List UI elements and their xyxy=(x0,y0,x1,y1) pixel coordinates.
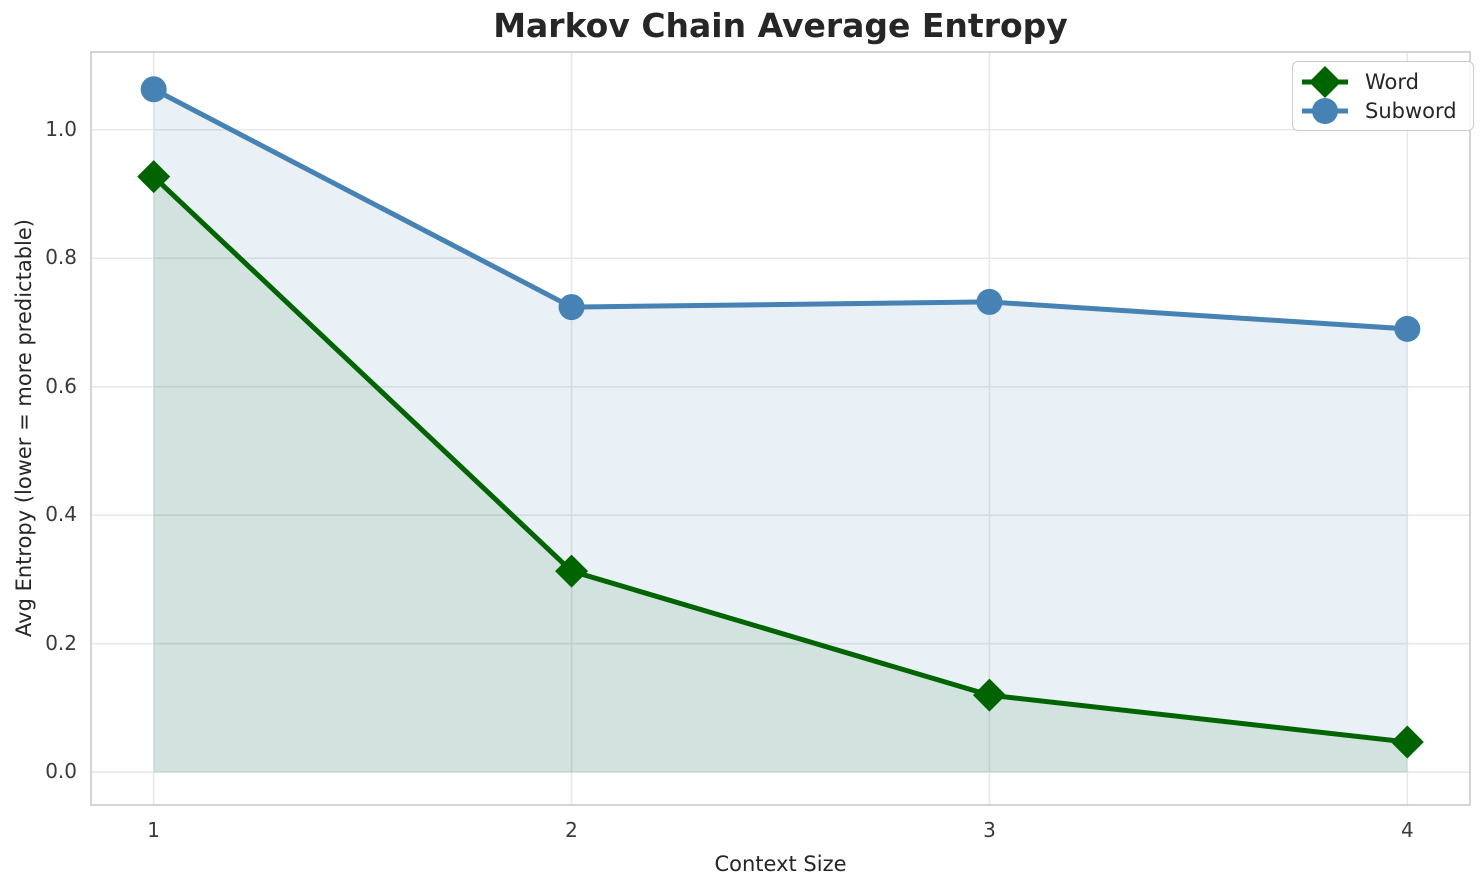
marker-subword xyxy=(1394,315,1421,342)
y-tick-label: 1.0 xyxy=(45,116,77,141)
y-tick-label: 0.2 xyxy=(45,630,77,655)
legend-label-subword: Subword xyxy=(1365,98,1457,123)
legend-item-word: Word xyxy=(1301,65,1457,98)
chart-title: Markov Chain Average Entropy xyxy=(493,6,1068,45)
marker-subword xyxy=(558,294,585,321)
y-tick-label: 0.0 xyxy=(45,759,77,784)
x-axis-label: Context Size xyxy=(714,852,847,876)
area-fill-word xyxy=(153,176,1408,773)
marker-subword xyxy=(976,288,1003,315)
legend-label-word: Word xyxy=(1365,69,1419,94)
marker-word xyxy=(972,678,1006,712)
legend: Word Subword xyxy=(1292,61,1474,131)
area-fill-subword xyxy=(153,89,1408,773)
x-tick-label: 1 xyxy=(147,818,161,842)
y-tick-label: 0.8 xyxy=(45,245,77,270)
line-subword xyxy=(152,87,1408,332)
marker-subword xyxy=(140,76,167,103)
line-word xyxy=(151,174,1408,745)
legend-item-subword: Subword xyxy=(1301,96,1457,125)
x-tick-label: 2 xyxy=(565,818,578,842)
subword-circle-icon xyxy=(1302,97,1348,124)
marker-word xyxy=(555,554,589,588)
word-diamond-icon xyxy=(1302,65,1348,98)
marker-word xyxy=(137,160,171,194)
y-axis-label: Avg Entropy (lower = more predictable) xyxy=(12,219,36,637)
y-tick-label: 0.4 xyxy=(45,502,77,527)
y-tick-label: 0.6 xyxy=(45,373,77,398)
plot-border xyxy=(90,51,1471,806)
x-tick-label: 3 xyxy=(983,818,996,842)
x-tick-label: 4 xyxy=(1400,818,1414,842)
marker-word xyxy=(1390,725,1424,759)
